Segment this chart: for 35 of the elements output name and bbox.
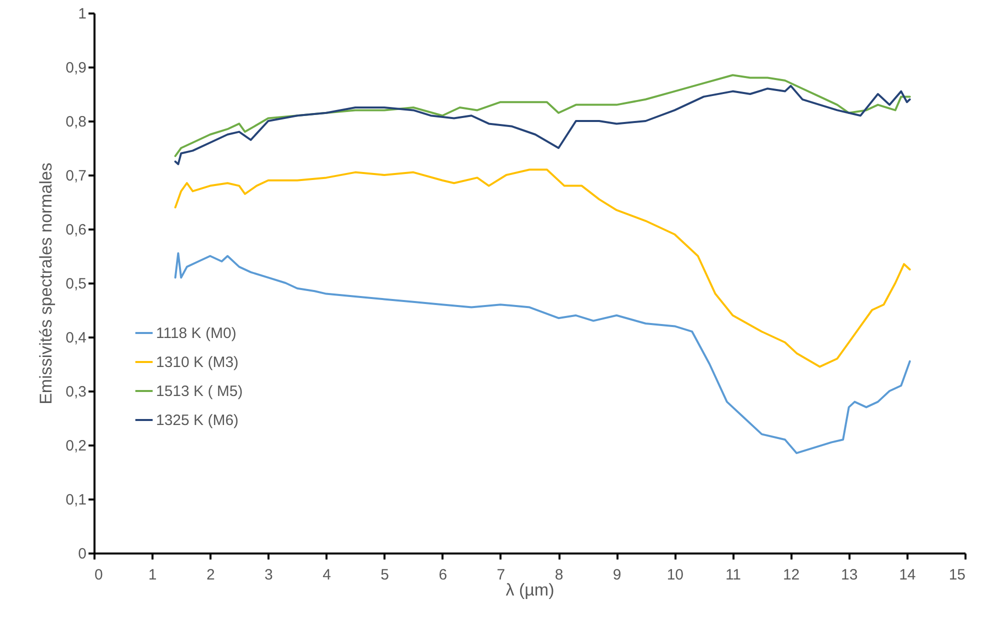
y-tick-label: 1 xyxy=(78,6,86,22)
x-tick-label: 0 xyxy=(94,566,103,584)
legend-label: 1118 K (M0) xyxy=(156,325,236,342)
x-tick-label: 9 xyxy=(612,566,622,584)
x-tick-label: 3 xyxy=(264,566,273,584)
x-tick-label: 14 xyxy=(899,566,916,584)
x-tick-label: 12 xyxy=(782,566,800,584)
x-tick-label: 11 xyxy=(725,566,742,584)
line-series xyxy=(174,74,911,158)
x-tick-label: 8 xyxy=(554,566,564,584)
legend-label: 1513 K ( M5) xyxy=(156,383,243,400)
legend-label: 1310 K (M3) xyxy=(156,354,239,371)
x-tick-label: 13 xyxy=(841,566,858,584)
y-tick-label: 0,2 xyxy=(66,438,86,454)
x-tick-label: 1 xyxy=(148,566,157,584)
x-tick-label: 2 xyxy=(206,566,215,584)
legend-label: 1325 K (M6) xyxy=(156,412,239,429)
y-tick-label: 0,1 xyxy=(66,492,86,508)
y-tick-label: 0,6 xyxy=(66,222,86,238)
x-tick-label: 5 xyxy=(380,566,390,584)
x-tick-label: 6 xyxy=(438,566,448,584)
x-tick-label: 10 xyxy=(666,566,684,584)
y-tick-label: 0,5 xyxy=(66,276,86,292)
x-tick-label: 15 xyxy=(948,566,966,584)
y-tick-label: 0,4 xyxy=(66,330,86,346)
x-tick-label: 4 xyxy=(322,566,331,584)
line-series xyxy=(174,84,911,166)
x-axis-title: λ (µm) xyxy=(506,580,554,600)
y-tick-label: 0,7 xyxy=(66,168,86,184)
y-axis-title: Emissivités spectrales normales xyxy=(36,162,56,404)
x-tick-label: 7 xyxy=(496,566,506,584)
y-tick-label: 0,8 xyxy=(66,114,86,130)
y-tick-label: 0,3 xyxy=(66,384,86,400)
y-tick-label: 0 xyxy=(78,546,86,562)
y-tick-label: 0,9 xyxy=(66,60,86,76)
